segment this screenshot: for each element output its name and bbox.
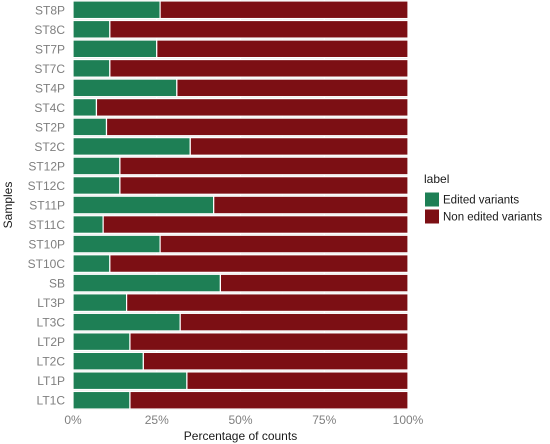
legend-label: Non edited variants — [443, 212, 542, 224]
bar-segment-st10p-edited-variants — [72, 234, 161, 254]
bar-segment-st4c-edited-variants — [72, 97, 98, 117]
bar-segment-lt3c-non-edited-variants — [179, 312, 409, 332]
y-tick-label: LT1P — [37, 374, 65, 388]
bars — [72, 0, 409, 410]
y-tick-label: LT3C — [37, 316, 66, 330]
bar-segment-st11p-non-edited-variants — [213, 195, 409, 215]
bar-segment-st2p-non-edited-variants — [105, 117, 409, 137]
bar-segment-st8c-non-edited-variants — [109, 19, 409, 39]
x-tick-label: 50% — [228, 413, 252, 427]
y-tick-label: ST7C — [34, 62, 65, 76]
bar-segment-st10c-edited-variants — [72, 254, 111, 273]
bar-segment-st11c-non-edited-variants — [102, 215, 409, 234]
y-tick-label: LT1C — [37, 394, 66, 408]
x-tick-label: 0% — [64, 413, 82, 427]
y-tick-label: ST8C — [34, 23, 65, 37]
y-tick-label: ST11C — [29, 218, 66, 232]
bar-segment-st7c-edited-variants — [72, 58, 111, 78]
legend: label Edited variants Non edited variants — [424, 172, 542, 225]
bar-segment-lt1p-non-edited-variants — [186, 371, 409, 391]
x-tick-labels: 0% 25% 50% 75% 100% — [64, 413, 423, 427]
bar-segment-st8p-non-edited-variants — [159, 0, 409, 20]
y-tick-label: ST2C — [34, 140, 65, 154]
x-tick-label: 75% — [312, 413, 336, 427]
bar-segment-st7c-non-edited-variants — [109, 58, 409, 78]
y-tick-label: ST8P — [35, 3, 65, 17]
bar-segment-st10p-non-edited-variants — [159, 234, 409, 254]
x-tick-label: 25% — [145, 413, 169, 427]
bar-segment-st8c-edited-variants — [72, 19, 111, 39]
bar-segment-st11c-edited-variants — [72, 215, 104, 234]
bar-segment-lt3p-non-edited-variants — [125, 293, 409, 313]
y-tick-label: ST10C — [28, 257, 66, 271]
legend-key — [424, 208, 440, 225]
bar-segment-lt1c-non-edited-variants — [129, 390, 409, 410]
y-tick-label: ST12C — [28, 179, 66, 193]
bar-segment-st2p-edited-variants — [72, 117, 108, 137]
bar-segment-lt2p-non-edited-variants — [129, 332, 409, 352]
bar-segment-st7p-non-edited-variants — [156, 39, 409, 59]
legend-items: Edited variants Non edited variants — [424, 191, 542, 225]
y-tick-label: LT2C — [37, 355, 66, 369]
bar-segment-st2c-non-edited-variants — [189, 137, 409, 156]
x-axis-title: Percentage of counts — [184, 429, 297, 443]
bar-segment-st4c-non-edited-variants — [95, 97, 409, 117]
y-tick-label: ST7P — [35, 42, 65, 56]
x-tick-label: 100% — [393, 413, 424, 427]
bar-segment-lt1c-edited-variants — [72, 390, 131, 410]
bar-segment-lt2c-non-edited-variants — [142, 351, 409, 371]
bar-segment-st12p-non-edited-variants — [119, 156, 409, 176]
bar-segment-lt1p-edited-variants — [72, 371, 188, 391]
bar-segment-sb-edited-variants — [72, 273, 221, 293]
y-tick-label: SB — [49, 277, 65, 291]
bar-segment-st4p-edited-variants — [72, 78, 178, 98]
bar-segment-st12p-edited-variants — [72, 156, 121, 176]
bar-segment-st4p-non-edited-variants — [176, 78, 409, 98]
bar-segment-st10c-non-edited-variants — [109, 254, 409, 273]
y-tick-label: LT2P — [37, 335, 65, 349]
y-tick-label: ST12P — [28, 159, 65, 173]
bar-segment-st8p-edited-variants — [72, 0, 161, 20]
y-tick-label: ST10P — [28, 238, 65, 252]
legend-key — [424, 191, 440, 208]
legend-title: label — [424, 172, 449, 186]
bar-segment-st12c-edited-variants — [72, 176, 121, 195]
y-tick-label: LT3P — [37, 296, 65, 310]
y-axis-title: Samples — [1, 182, 15, 229]
bar-segment-lt3c-edited-variants — [72, 312, 181, 332]
bar-segment-lt2p-edited-variants — [72, 332, 131, 352]
y-tick-label: ST2P — [35, 120, 65, 134]
legend-label: Edited variants — [443, 195, 519, 207]
y-tick-label: ST4C — [34, 101, 65, 115]
bar-segment-st12c-non-edited-variants — [119, 176, 409, 195]
bar-segment-lt2c-edited-variants — [72, 351, 144, 371]
bar-segment-st2c-edited-variants — [72, 137, 191, 156]
y-tick-label: ST4P — [35, 81, 65, 95]
y-tick-labels: ST8P ST8C ST7P ST7C ST4P ST4C ST2P ST2C ST12P ST1… — [28, 3, 66, 407]
y-tick-label: ST11P — [29, 199, 65, 213]
bar-segment-st7p-edited-variants — [72, 39, 158, 59]
bar-segment-lt3p-edited-variants — [72, 293, 128, 313]
bar-segment-st11p-edited-variants — [72, 195, 215, 215]
bar-segment-sb-non-edited-variants — [219, 273, 409, 293]
